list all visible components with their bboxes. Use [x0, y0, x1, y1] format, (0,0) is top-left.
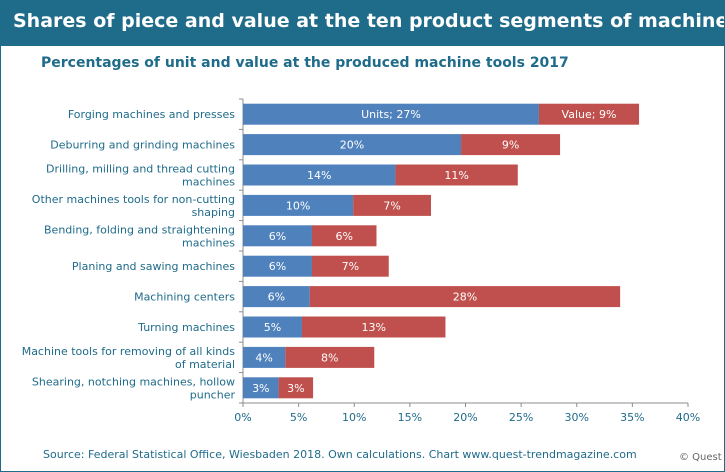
- category-label: Drilling, milling and thread cutting: [46, 163, 235, 176]
- value-bar: [461, 134, 561, 156]
- units-bar: [243, 286, 310, 308]
- category-label: of material: [175, 358, 235, 371]
- units-data-label: 6%: [269, 260, 286, 273]
- x-tick-label: 20%: [453, 411, 477, 424]
- x-tick-label: 25%: [509, 411, 533, 424]
- value-data-label: Value; 9%: [562, 108, 617, 121]
- x-tick-label: 15%: [398, 411, 422, 424]
- value-data-label: 7%: [383, 199, 400, 212]
- category-label: Forging machines and presses: [68, 108, 235, 121]
- value-bar: [278, 377, 314, 399]
- x-tick-label: 10%: [342, 411, 366, 424]
- category-label: shaping: [192, 206, 235, 219]
- value-data-label: 13%: [361, 321, 385, 334]
- units-data-label: 20%: [340, 139, 364, 152]
- category-label: Planing and sawing machines: [72, 260, 235, 273]
- value-data-label: 3%: [287, 382, 304, 395]
- page-title: Shares of piece and value at the ten pro…: [13, 10, 725, 32]
- units-data-label: 4%: [255, 351, 272, 364]
- value-data-label: 7%: [342, 260, 359, 273]
- value-data-label: 8%: [321, 351, 338, 364]
- category-label: puncher: [190, 388, 236, 401]
- x-tick-label: 0%: [234, 411, 251, 424]
- category-label: Deburring and grinding machines: [50, 139, 235, 152]
- units-data-label: Units; 27%: [361, 108, 421, 121]
- value-bar: [301, 316, 446, 338]
- units-bar: [243, 377, 279, 399]
- value-bar: [353, 194, 432, 216]
- units-bar: [243, 194, 354, 216]
- units-data-label: 5%: [264, 321, 281, 334]
- category-label: machines: [182, 236, 235, 249]
- units-data-label: 6%: [269, 230, 286, 243]
- category-label: Shearing, notching machines, hollow: [32, 375, 235, 388]
- value-data-label: 11%: [444, 169, 468, 182]
- units-data-label: 3%: [252, 382, 269, 395]
- units-bar: [243, 134, 462, 156]
- value-data-label: 9%: [502, 139, 519, 152]
- value-bar: [309, 286, 621, 308]
- value-bar: [395, 164, 518, 186]
- units-bar: [243, 255, 312, 277]
- x-tick-label: 35%: [620, 411, 644, 424]
- units-bar: [243, 225, 312, 247]
- category-label: Machine tools for removing of all kinds: [22, 345, 236, 358]
- units-bar: [243, 346, 286, 368]
- units-data-label: 6%: [268, 291, 285, 304]
- value-bar: [311, 225, 377, 247]
- category-label: Turning machines: [137, 321, 235, 334]
- value-data-label: 28%: [453, 291, 477, 304]
- brand-credit: © Quest: [679, 452, 722, 463]
- value-bar: [311, 255, 389, 277]
- value-data-label: 6%: [336, 230, 353, 243]
- category-label: Bending, folding and straightening: [44, 223, 235, 236]
- value-bar: [285, 346, 375, 368]
- category-label: Other machines tools for non-cutting: [32, 193, 235, 206]
- units-bar: [243, 316, 302, 338]
- chart-title: Percentages of unit and value at the pro…: [41, 55, 569, 71]
- units-bar: [243, 103, 539, 125]
- units-bar: [243, 164, 396, 186]
- category-label: machines: [182, 176, 235, 189]
- header-bar: Shares of piece and value at the ten pro…: [1, 1, 724, 46]
- x-tick-label: 5%: [290, 411, 307, 424]
- value-bar: [538, 103, 640, 125]
- x-tick-label: 40%: [676, 411, 700, 424]
- category-label: Machining centers: [134, 291, 235, 304]
- source-note: Source: Federal Statistical Office, Wies…: [43, 448, 637, 461]
- x-tick-label: 30%: [565, 411, 589, 424]
- units-data-label: 14%: [307, 169, 331, 182]
- units-data-label: 10%: [286, 199, 310, 212]
